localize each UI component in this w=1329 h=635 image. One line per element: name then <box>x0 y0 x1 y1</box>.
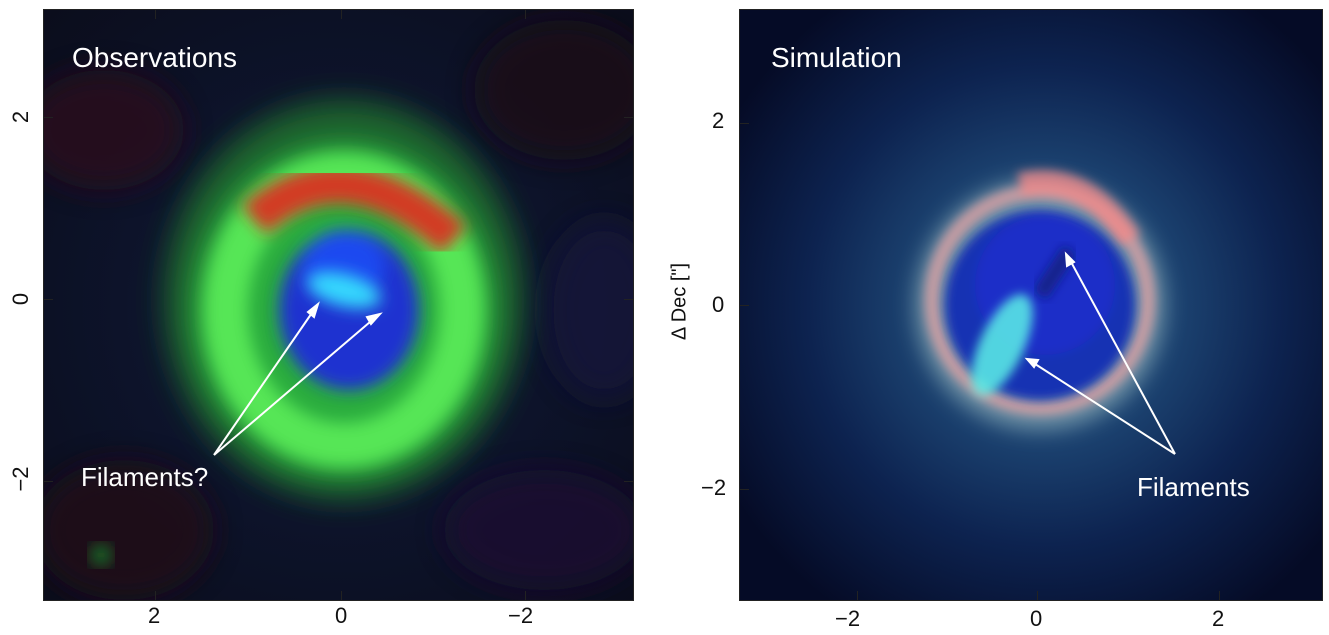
y-tick <box>739 123 749 124</box>
simulation-image <box>739 9 1323 601</box>
y-tick-label: 0 <box>8 292 33 306</box>
y-tick <box>43 299 53 300</box>
y-tick-right <box>624 481 634 482</box>
x-tick <box>857 591 858 601</box>
simulation-panel: Simulation Filaments <box>739 9 1323 601</box>
x-tick-label: 0 <box>1030 606 1043 631</box>
observations-title: Observations <box>72 42 237 73</box>
y-tick-right <box>624 117 634 118</box>
y-axis-label: Δ Dec ["] <box>668 262 691 341</box>
y-tick-label: 0 <box>712 292 725 317</box>
x-tick-label: −2 <box>835 606 861 631</box>
y-tick-label: −2 <box>8 466 33 492</box>
y-tick <box>739 305 749 306</box>
observations-image <box>43 9 634 601</box>
x-tick-label: −2 <box>508 603 534 628</box>
y-tick-right <box>624 299 634 300</box>
x-tick-top <box>525 9 526 19</box>
x-tick-top <box>155 9 156 19</box>
y-tick-label: 2 <box>8 110 33 124</box>
observations-panel: Observations Filaments? <box>43 9 634 601</box>
simulation-title: Simulation <box>771 42 902 73</box>
x-tick-label: 2 <box>1212 606 1225 631</box>
x-tick-label: 0 <box>335 603 348 628</box>
simulation-rgb-image <box>740 10 1322 600</box>
x-tick <box>1037 591 1038 601</box>
y-tick <box>43 481 53 482</box>
x-tick-label: 2 <box>148 603 161 628</box>
simulation-annotation: Filaments <box>1137 472 1250 502</box>
y-tick-label: −2 <box>701 475 727 500</box>
observations-rgb-image <box>44 10 633 600</box>
y-tick-label: 2 <box>712 108 725 133</box>
x-tick <box>525 591 526 601</box>
y-tick <box>43 117 53 118</box>
simulation-arrows <box>1024 251 1176 455</box>
y-tick <box>739 489 749 490</box>
x-tick <box>155 591 156 601</box>
observations-annotation: Filaments? <box>81 462 209 492</box>
observations-arrows <box>213 301 383 456</box>
x-tick <box>341 591 342 601</box>
x-tick <box>1219 591 1220 601</box>
x-tick-top <box>341 9 342 19</box>
